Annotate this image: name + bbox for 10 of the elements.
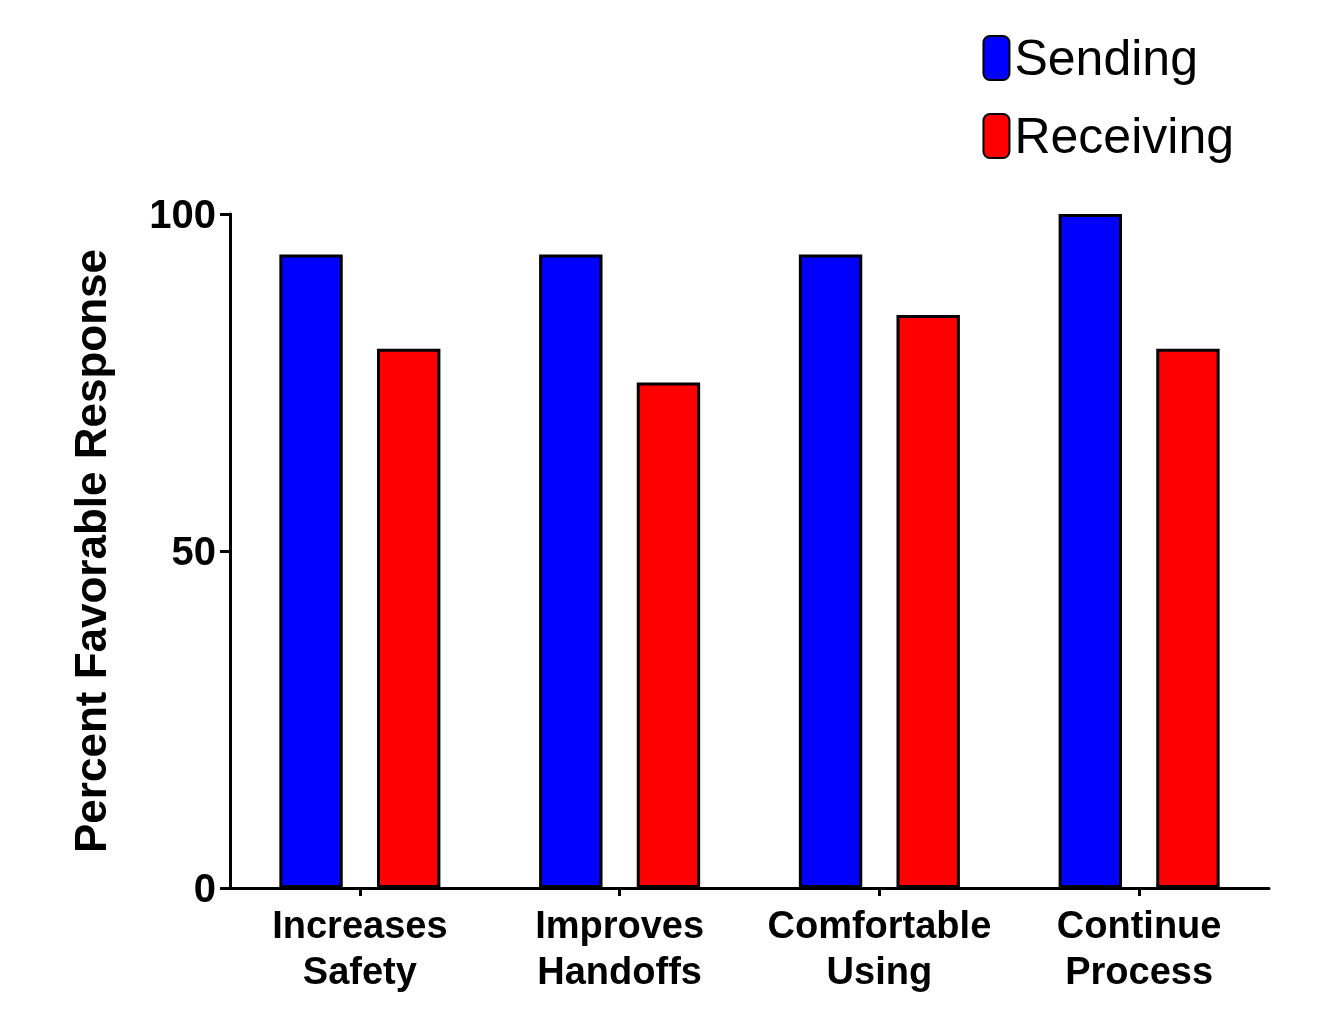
y-axis-title: Percent Favorable Response bbox=[65, 248, 115, 854]
legend-label: Receiving bbox=[1014, 108, 1235, 164]
x-tick-label: Continue Process bbox=[1056, 904, 1222, 992]
y-tick-label: 0 bbox=[193, 866, 216, 910]
x-tick-label: Improves Handoffs bbox=[535, 904, 705, 992]
legend-label: Sending bbox=[1014, 30, 1198, 86]
y-tick-label: 50 bbox=[171, 529, 216, 573]
x-tick-label: Increases Safety bbox=[272, 904, 448, 992]
x-tick-label: Comfortable Using bbox=[767, 904, 992, 992]
y-tick-label: 100 bbox=[149, 192, 216, 236]
